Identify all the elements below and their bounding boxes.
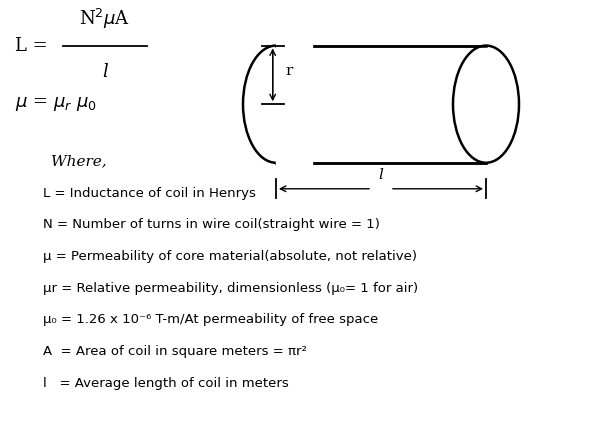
Text: $\mu$ = $\mu$$_r$ $\mu$$_0$: $\mu$ = $\mu$$_r$ $\mu$$_0$ <box>15 95 97 113</box>
Ellipse shape <box>243 46 309 163</box>
Text: μ = Permeability of core material(absolute, not relative): μ = Permeability of core material(absolu… <box>43 250 417 263</box>
Text: Where,: Where, <box>51 155 107 168</box>
Text: N = Number of turns in wire coil(straight wire = 1): N = Number of turns in wire coil(straigh… <box>43 218 380 231</box>
Text: l: l <box>102 62 108 81</box>
Text: r: r <box>286 63 293 78</box>
Text: l: l <box>379 168 383 182</box>
Text: L =: L = <box>15 36 47 55</box>
Text: μ₀ = 1.26 x 10⁻⁶ T-m/At permeability of free space: μ₀ = 1.26 x 10⁻⁶ T-m/At permeability of … <box>43 313 379 326</box>
Bar <box>276 41 312 167</box>
Text: A  = Area of coil in square meters = πr²: A = Area of coil in square meters = πr² <box>43 345 307 358</box>
Text: μr = Relative permeability, dimensionless (μ₀= 1 for air): μr = Relative permeability, dimensionles… <box>43 282 418 295</box>
Text: N$^2$$\mu$A: N$^2$$\mu$A <box>79 7 131 31</box>
Ellipse shape <box>453 46 519 163</box>
Text: l   = Average length of coil in meters: l = Average length of coil in meters <box>43 377 289 390</box>
Text: L = Inductance of coil in Henrys: L = Inductance of coil in Henrys <box>43 187 256 200</box>
